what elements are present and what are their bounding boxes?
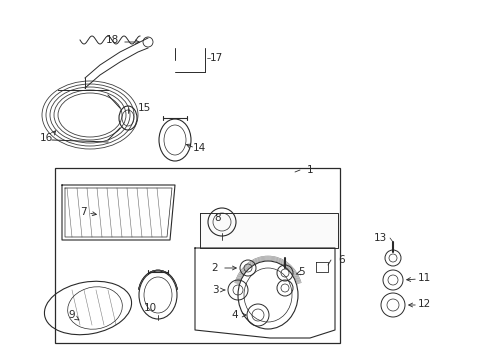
Text: 2: 2	[211, 263, 218, 273]
Text: 17: 17	[209, 53, 223, 63]
Text: 14: 14	[193, 143, 206, 153]
Text: 16: 16	[40, 133, 53, 143]
Text: 11: 11	[417, 273, 430, 283]
Polygon shape	[200, 213, 337, 248]
Text: 12: 12	[417, 299, 430, 309]
Text: 10: 10	[143, 303, 156, 313]
Text: 9: 9	[68, 310, 75, 320]
Text: 1: 1	[306, 165, 313, 175]
Text: 13: 13	[373, 233, 386, 243]
Bar	[55, 168, 339, 343]
Text: 15: 15	[138, 103, 151, 113]
Text: 6: 6	[337, 255, 344, 265]
Text: 5: 5	[297, 267, 304, 277]
Text: 3: 3	[211, 285, 218, 295]
Text: 18: 18	[105, 35, 119, 45]
Text: 7: 7	[80, 207, 86, 217]
Text: 8: 8	[214, 213, 221, 223]
Text: 4: 4	[231, 310, 238, 320]
